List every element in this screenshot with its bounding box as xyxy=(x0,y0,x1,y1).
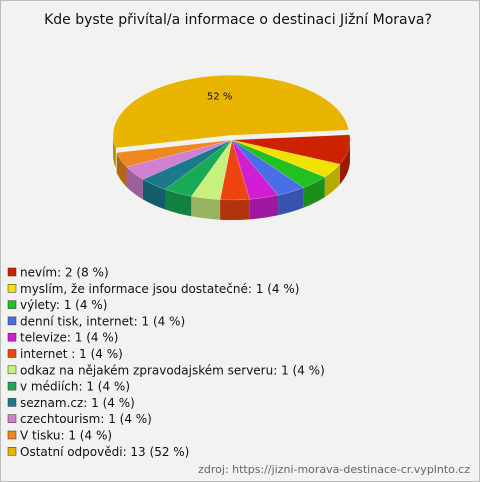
slice xyxy=(112,75,349,149)
slice-side xyxy=(142,179,165,210)
legend-swatch xyxy=(7,430,17,440)
legend-swatch xyxy=(7,349,17,358)
slice-side xyxy=(126,166,143,200)
legend-label: myslím, že informace jsou dostatečné: 1 … xyxy=(20,282,299,296)
legend-swatch xyxy=(7,267,17,277)
slice xyxy=(142,139,233,190)
slice-side xyxy=(303,177,325,208)
legend-label: V tisku: 1 (4 %) xyxy=(20,429,112,443)
legend-swatch xyxy=(7,365,17,375)
slice-side xyxy=(339,140,350,185)
legend-label: internet : 1 (4 %) xyxy=(20,347,123,361)
legend-label: czechtourism: 1 (4 %) xyxy=(20,412,152,426)
legend-label: v médiích: 1 (4 %) xyxy=(20,380,130,394)
slice-side xyxy=(116,152,127,187)
slice-side xyxy=(220,199,250,220)
slice xyxy=(219,139,250,201)
slice xyxy=(231,139,279,200)
legend-label: denní tisk, internet: 1 (4 %) xyxy=(20,314,185,328)
legend-label: Ostatní odpovědi: 13 (52 %) xyxy=(20,445,189,459)
slice-side xyxy=(191,196,221,220)
legend-swatch xyxy=(7,332,17,342)
legend-label: televize: 1 (4 %) xyxy=(20,331,118,345)
slice-side xyxy=(249,195,279,220)
legend-label: odkaz na nějakém zpravodajském serveru: … xyxy=(20,363,325,377)
legend-swatch xyxy=(7,447,17,456)
slice xyxy=(231,134,351,165)
chart-title: Kde byste přivítal/a informace o destina… xyxy=(44,12,432,28)
slice-side xyxy=(113,135,116,168)
slice xyxy=(231,139,305,196)
slice xyxy=(116,139,233,168)
slice xyxy=(190,139,233,200)
legend-swatch xyxy=(7,284,17,293)
legend-swatch xyxy=(7,381,17,391)
legend-label: výlety: 1 (4 %) xyxy=(20,298,107,312)
slice xyxy=(164,139,233,197)
slice-side xyxy=(278,187,304,216)
legend-swatch xyxy=(7,316,17,326)
slice xyxy=(231,139,326,188)
legend-label: seznam.cz: 1 (4 %) xyxy=(20,396,135,410)
source: zdroj: https://jizni-morava-destinace-cr… xyxy=(198,463,470,476)
legend-swatch xyxy=(7,398,17,407)
slice-side xyxy=(324,164,340,198)
slice xyxy=(126,139,233,180)
slice xyxy=(231,139,341,178)
legend-swatch xyxy=(7,414,17,423)
legend-label: nevím: 2 (8 %) xyxy=(20,266,109,280)
slice-side xyxy=(164,189,192,217)
legend-swatch xyxy=(7,300,17,309)
slice-label: 52 % xyxy=(207,92,232,103)
